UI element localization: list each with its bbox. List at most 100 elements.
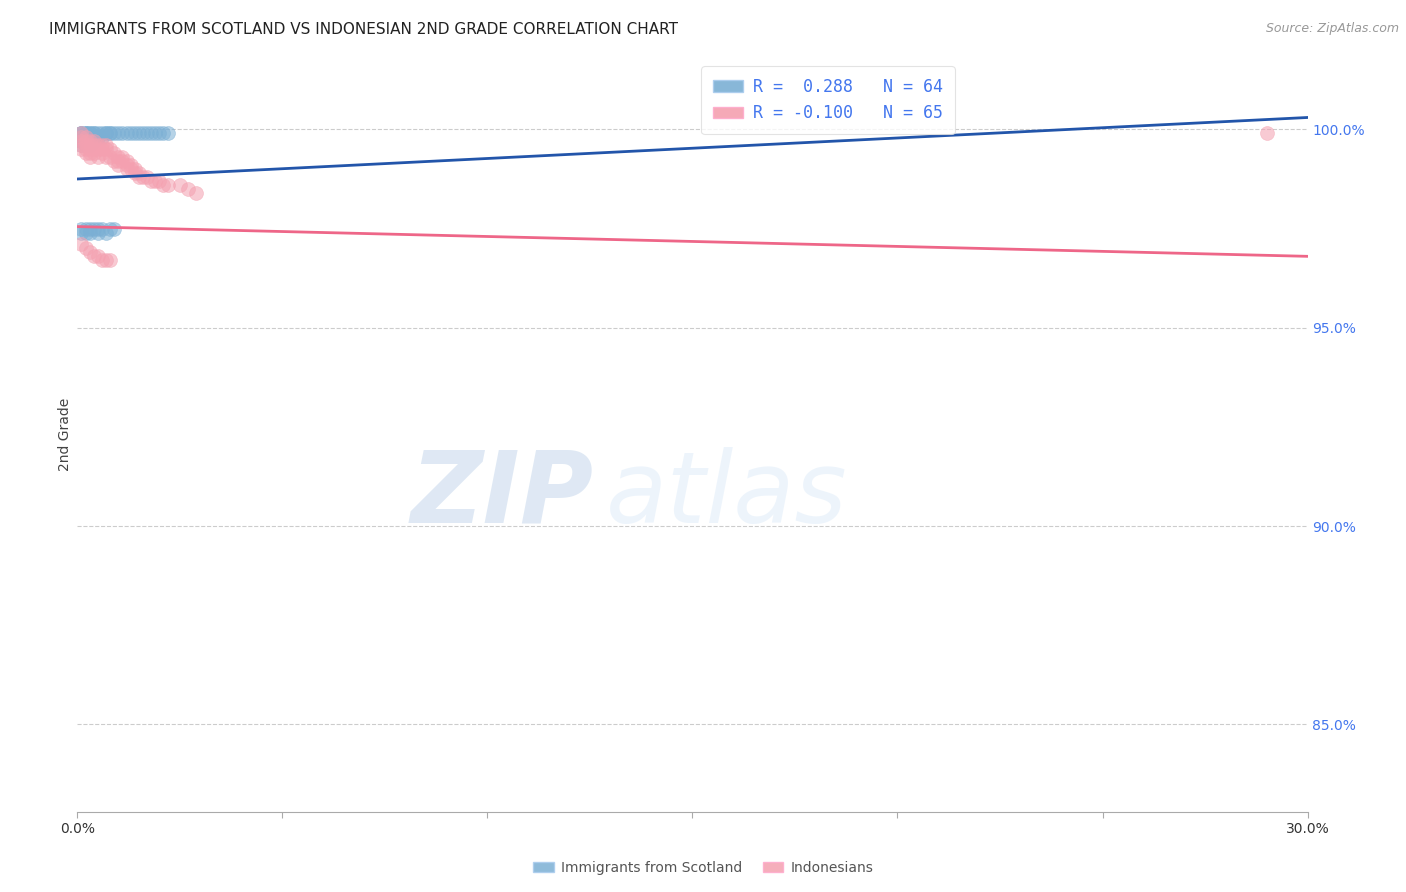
Point xyxy=(83,126,105,140)
Point xyxy=(120,162,142,177)
Point xyxy=(70,138,93,153)
Point xyxy=(83,138,105,153)
Point xyxy=(90,126,114,140)
Point xyxy=(70,138,93,153)
Point xyxy=(70,130,93,145)
Point xyxy=(94,150,117,164)
Point xyxy=(115,126,138,140)
Point xyxy=(75,142,97,156)
Point xyxy=(111,150,134,164)
Point xyxy=(177,182,200,196)
Point xyxy=(87,126,110,140)
Point xyxy=(87,138,110,153)
Point xyxy=(143,126,166,140)
Point xyxy=(132,126,155,140)
Point xyxy=(94,138,117,153)
Point xyxy=(79,134,101,148)
Point xyxy=(87,226,110,240)
Point xyxy=(87,130,110,145)
Point xyxy=(87,221,110,235)
Point xyxy=(156,178,179,192)
Point xyxy=(79,134,101,148)
Point xyxy=(90,142,114,156)
Point xyxy=(70,226,93,240)
Point xyxy=(83,221,105,235)
Point xyxy=(70,126,93,140)
Point xyxy=(87,130,110,145)
Point xyxy=(75,130,97,145)
Point xyxy=(87,249,110,263)
Point xyxy=(136,169,159,184)
Point xyxy=(75,126,97,140)
Point xyxy=(124,162,146,177)
Legend: Immigrants from Scotland, Indonesians: Immigrants from Scotland, Indonesians xyxy=(527,855,879,880)
Legend: R =  0.288   N = 64, R = -0.100   N = 65: R = 0.288 N = 64, R = -0.100 N = 65 xyxy=(702,66,955,134)
Point xyxy=(87,142,110,156)
Point xyxy=(90,130,114,145)
Point xyxy=(70,126,93,140)
Point xyxy=(75,138,97,153)
Point xyxy=(75,130,97,145)
Point xyxy=(90,138,114,153)
Point xyxy=(136,126,159,140)
Y-axis label: 2nd Grade: 2nd Grade xyxy=(58,398,72,472)
Point xyxy=(107,158,129,172)
Point xyxy=(128,169,150,184)
Point xyxy=(115,158,138,172)
Point xyxy=(128,126,150,140)
Point xyxy=(75,226,97,240)
Point xyxy=(70,221,93,235)
Point xyxy=(124,166,146,180)
Point xyxy=(79,134,101,148)
Point xyxy=(98,126,121,140)
Text: ZIP: ZIP xyxy=(411,447,595,543)
Point xyxy=(79,226,101,240)
Point xyxy=(79,138,101,153)
Point xyxy=(79,130,101,145)
Point xyxy=(70,126,93,140)
Point xyxy=(152,126,174,140)
Point xyxy=(90,253,114,268)
Point xyxy=(83,146,105,161)
Point xyxy=(98,150,121,164)
Point xyxy=(128,166,150,180)
Point xyxy=(83,126,105,140)
Point xyxy=(75,138,97,153)
Point xyxy=(83,134,105,148)
Point xyxy=(115,162,138,177)
Point xyxy=(79,221,101,235)
Point xyxy=(111,126,134,140)
Point xyxy=(83,142,105,156)
Point xyxy=(94,126,117,140)
Point xyxy=(90,146,114,161)
Text: atlas: atlas xyxy=(606,447,848,543)
Point xyxy=(94,226,117,240)
Point xyxy=(103,146,125,161)
Point xyxy=(79,146,101,161)
Point xyxy=(79,130,101,145)
Point xyxy=(79,126,101,140)
Point xyxy=(107,126,129,140)
Point xyxy=(152,178,174,192)
Point xyxy=(75,146,97,161)
Point xyxy=(75,126,97,140)
Text: IMMIGRANTS FROM SCOTLAND VS INDONESIAN 2ND GRADE CORRELATION CHART: IMMIGRANTS FROM SCOTLAND VS INDONESIAN 2… xyxy=(49,22,678,37)
Point xyxy=(70,130,93,145)
Point xyxy=(90,221,114,235)
Point xyxy=(141,126,163,140)
Point xyxy=(103,221,125,235)
Point xyxy=(148,126,170,140)
Point xyxy=(94,126,117,140)
Point xyxy=(75,130,97,145)
Point xyxy=(115,154,138,169)
Point xyxy=(107,150,129,164)
Point xyxy=(87,150,110,164)
Point xyxy=(148,174,170,188)
Point xyxy=(83,130,105,145)
Point xyxy=(75,126,97,140)
Point xyxy=(75,241,97,255)
Point xyxy=(79,126,101,140)
Point xyxy=(70,134,93,148)
Point xyxy=(98,253,121,268)
Point xyxy=(75,221,97,235)
